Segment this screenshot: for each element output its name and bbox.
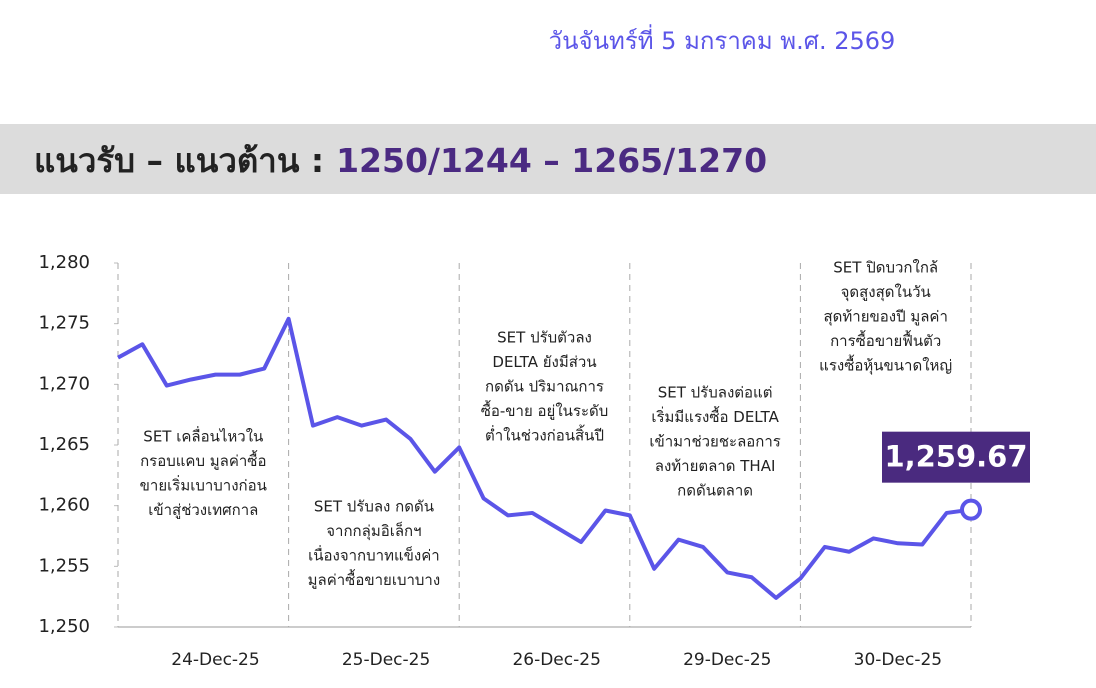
annotation: ขายเริ่มเบาบางก่อน <box>140 475 267 495</box>
y-tick-label: 1,260 <box>38 495 90 516</box>
banner-label-text: แนวรับ – แนวต้าน : <box>34 141 324 180</box>
x-tick-label: 26-Dec-25 <box>512 650 600 670</box>
y-tick-label: 1,250 <box>38 616 90 637</box>
annotation: ลงท้ายตลาด THAI <box>655 457 776 475</box>
annotation: แรงซื้อหุ้นขนาดใหญ่ <box>819 355 952 376</box>
annotation: เข้ามาช่วยชะลอการ <box>649 433 781 451</box>
x-tick-label: 24-Dec-25 <box>171 650 259 670</box>
annotation: มูลค่าซื้อขายเบาบาง <box>308 569 441 589</box>
line <box>117 316 972 600</box>
date: วันจันทร์ที่ 5 มกราคม พ.ศ. 2569 <box>549 24 896 55</box>
annotation: กรอบแคบ มูลค่าซื้อ <box>140 450 266 470</box>
y-tick-label: 1,275 <box>38 313 90 334</box>
banner <box>0 124 1096 194</box>
annotation: กดดัน ปริมาณการ <box>485 378 604 396</box>
annotation: เนื่องจากบาทแข็งค่า <box>308 545 440 565</box>
annotation: สุดท้ายของปี มูลค่า <box>823 308 947 327</box>
y-tick-label: 1,280 <box>38 252 90 273</box>
x-tick-label: 30-Dec-25 <box>854 650 942 670</box>
annotation: ต่ำในช่วงก่อนสิ้นปี <box>485 425 604 445</box>
annotation: SET ปรับลงต่อแต่ <box>658 384 773 402</box>
x-tick-label: 29-Dec-25 <box>683 650 771 670</box>
annotation: การซื้อขายฟื้นตัว <box>830 330 941 350</box>
last-point <box>960 498 982 521</box>
annotation: เข้าสู่ช่วงเทศกาล <box>148 501 258 519</box>
annotation: SET ปรับตัวลง <box>497 329 592 347</box>
annotation: จากกลุ่มอิเล็กฯ <box>326 521 421 541</box>
value-label-box <box>882 431 1030 483</box>
annotation: SET ปรับลง กดดัน <box>314 498 434 516</box>
annotation: SET ปิดบวกใกล้ <box>833 259 938 277</box>
x-tick-label: 25-Dec-25 <box>342 650 430 670</box>
y-tick-label: 1,255 <box>38 555 90 576</box>
y-tick-label: 1,265 <box>38 434 90 455</box>
annotation: DELTA ยังมีส่วน <box>492 353 596 371</box>
banner-label: แนวรับ – แนวต้าน : 1250/1244 – 1265/1270 <box>34 141 767 180</box>
annotation: SET เคลื่อนไหวใน <box>143 426 263 446</box>
annotation: ซื้อ-ขาย อยู่ในระดับ <box>481 400 609 420</box>
value-label: 1,259.67 <box>884 440 1027 474</box>
annotation: จุดสูงสุดในวัน <box>841 283 931 302</box>
annotation: เริ่มมีแรงซื้อ DELTA <box>651 406 779 426</box>
y-tick-label: 1,270 <box>38 373 90 394</box>
annotation: กดดันตลาด <box>677 482 753 500</box>
banner-levels: 1250/1244 – 1265/1270 <box>336 141 767 180</box>
